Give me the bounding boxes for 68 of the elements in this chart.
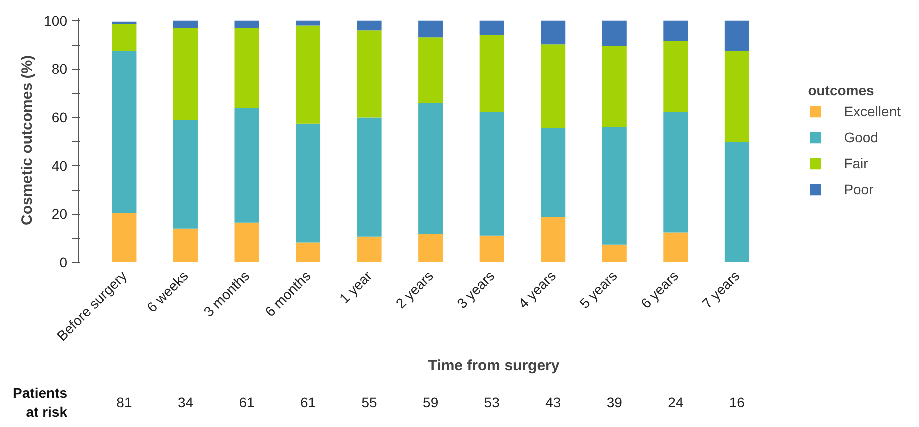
bar [418,103,444,234]
text: 39 [606,394,623,410]
bar [357,236,382,262]
bar [418,20,444,38]
y-tick-label: 60 [52,110,68,126]
bar [541,20,566,45]
bar [112,22,137,25]
bar [480,236,504,262]
bar [480,20,504,36]
y-tick-label: 0 [60,254,68,270]
bar [234,28,260,108]
bar [234,222,260,262]
bar [173,120,198,229]
bar [357,30,382,118]
bar [664,41,688,112]
bar [602,126,627,245]
text: Patients at risk [13,384,68,420]
text: 53 [484,394,500,410]
bar [296,20,321,26]
bar [602,244,627,262]
x-axis-title: Time from surgery [428,358,560,375]
text: 24 [668,394,684,410]
bar [173,228,198,262]
bar [664,20,688,42]
bar [112,24,137,52]
legend-label: Fair [844,156,868,172]
legend-label: Excellent [844,104,901,120]
bar [724,142,750,262]
bar [296,124,321,243]
text: 55 [362,394,378,410]
bar [357,118,382,237]
bar [480,35,504,112]
bar [112,51,137,214]
bar [724,20,750,52]
text: 61 [239,394,255,410]
bar [296,26,321,124]
y-tick-label: 40 [52,158,68,174]
bar [664,232,688,262]
bar [418,234,444,262]
bar [664,112,688,233]
bar [173,28,198,120]
text: 16 [729,394,746,410]
bar [480,112,504,236]
bar [357,20,382,31]
y-axis-title: Cosmetic outcomes (%) [19,55,36,226]
bar [234,20,260,28]
bar [541,217,566,262]
legend-label: Poor [844,182,874,198]
text: 81 [116,394,132,410]
y-tick-label: 100 [44,12,68,29]
bar [602,46,627,127]
legend-label: Good [844,130,878,146]
text: 43 [546,394,562,410]
bar [234,108,260,223]
bar [541,44,566,128]
text: 34 [178,394,194,410]
bar [112,213,137,262]
bar [541,128,566,218]
bar [296,242,321,262]
bar [418,38,444,104]
bar [724,51,750,142]
bar [602,20,627,46]
legend-title: outcomes [808,82,876,98]
y-tick-label: 80 [52,61,68,78]
text: 59 [423,394,439,410]
bar [173,20,198,28]
y-tick-label: 20 [52,206,68,222]
text: 61 [300,394,316,410]
